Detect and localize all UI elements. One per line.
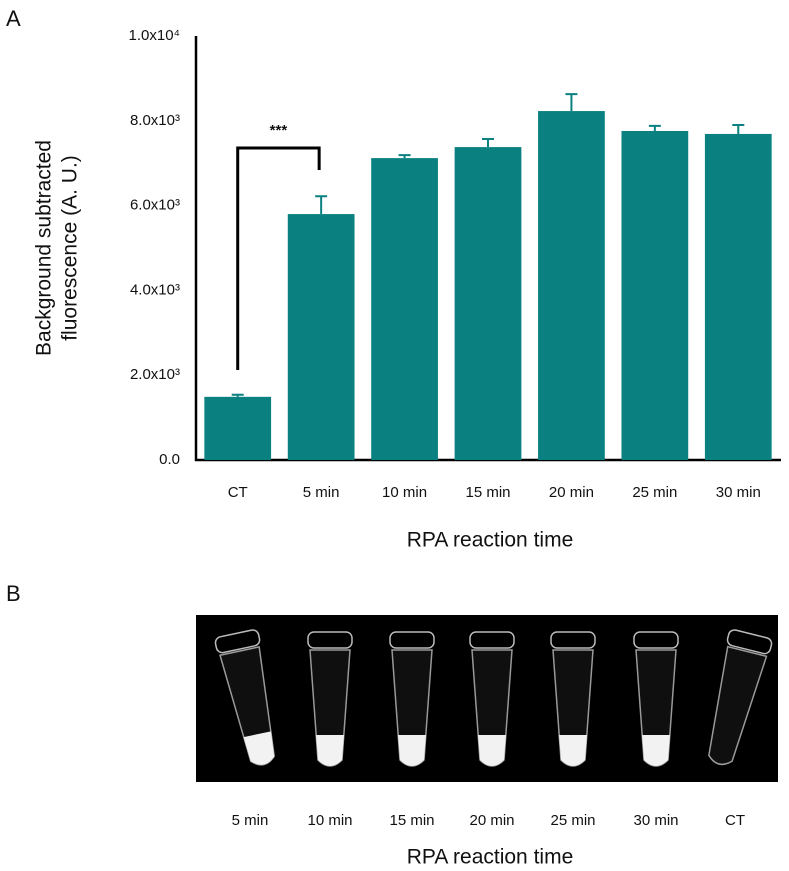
bar [621,130,689,460]
lane-label: 5 min [232,812,269,829]
error-bar [648,124,661,131]
y-tick-label: 4.0x10³ [130,281,180,298]
bar [454,147,522,460]
bar [538,111,605,460]
tube-glow [398,735,426,766]
tube [307,631,353,767]
error-bar [482,138,494,148]
tube-glow [559,735,587,766]
tube-body [708,645,768,766]
lane-label: 20 min [469,812,514,829]
error-bar [732,124,745,134]
tube-cap [550,631,596,649]
significance-label: *** [270,122,288,139]
x-tick-label: 20 min [549,484,594,501]
lane-label: 15 min [389,812,434,829]
tube-glow [478,735,506,766]
tube [469,631,515,767]
error-bar [565,93,578,112]
x-tick-label: CT [228,484,248,501]
tube-cap [214,629,261,654]
bar [371,158,438,460]
x-tick-label: 10 min [382,484,427,501]
error-bar [398,154,411,159]
lane-label: 30 min [633,812,678,829]
photo-axis-title: RPA reaction time [407,846,574,869]
bar [204,396,272,460]
y-tick-label: 6.0x10³ [130,197,180,214]
y-axis-title-line: fluorescence (A. U.) [59,155,82,341]
x-tick-label: 5 min [303,484,340,501]
x-tick-label: 25 min [632,484,677,501]
tube-cap [307,631,353,649]
bar [287,214,355,460]
tube-cap [389,631,435,649]
x-axis-title: RPA reaction time [407,529,574,552]
x-tick-label: 30 min [716,484,761,501]
lane-label: 10 min [307,812,352,829]
panel-label: A [6,6,21,31]
y-tick-label: 8.0x10³ [130,112,180,129]
error-bar [231,393,244,397]
significance-bracket [236,146,321,370]
tube-glow [642,735,670,766]
tube-cap [469,631,515,649]
tube-glow [316,735,344,766]
tube [550,631,596,767]
lane-label: 25 min [550,812,595,829]
tube [389,631,435,767]
tube-cap [633,631,679,649]
y-tick-label: 2.0x10³ [130,366,180,383]
panel-label: B [6,581,21,606]
tube-glow [243,731,275,765]
tube [214,629,275,766]
y-tick-label: 0.0 [159,451,180,468]
bar [704,133,772,460]
tube [708,629,773,766]
y-axis-title: Background subtracted fluorescence (A. U… [33,140,82,356]
lane-label: CT [725,812,745,829]
error-bar [315,195,328,215]
y-tick-label: 1.0x10⁴ [129,27,180,44]
tube-cap [726,629,773,655]
tube [633,631,679,767]
x-tick-label: 15 min [465,484,510,501]
y-axis-title-line: Background subtracted [33,140,56,356]
